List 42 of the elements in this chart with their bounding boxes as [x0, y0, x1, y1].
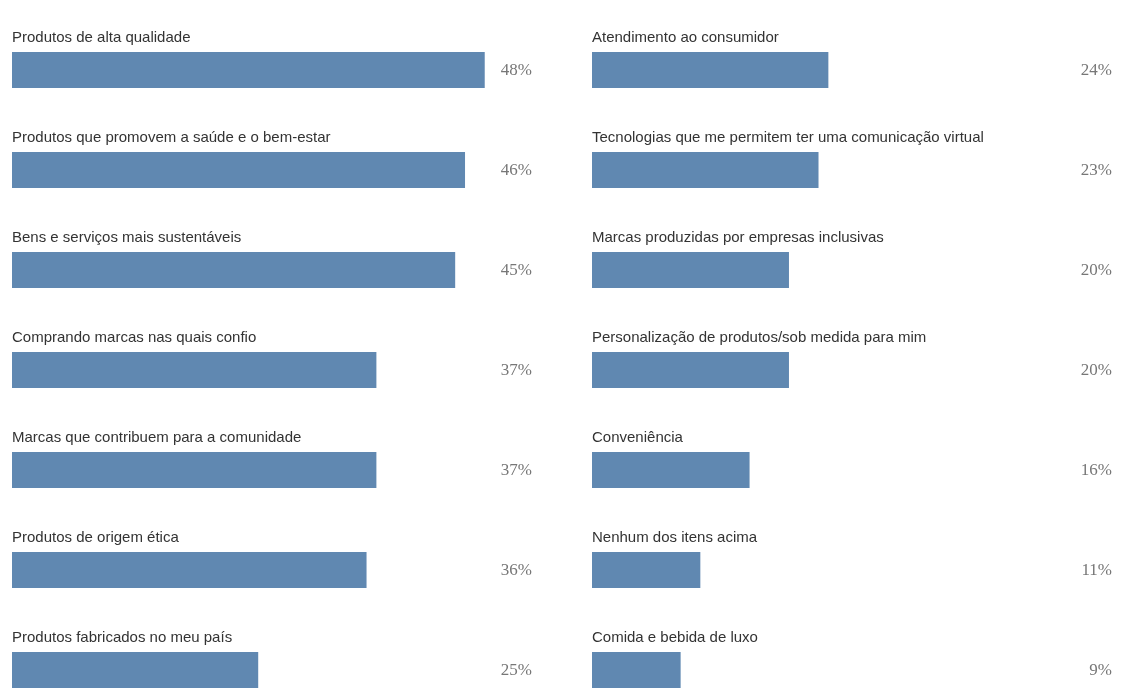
bar	[592, 552, 701, 588]
y-tick-label: Bens e serviços mais sustentáveis	[12, 228, 242, 245]
data-label: 24%	[1080, 60, 1112, 79]
bar	[592, 652, 681, 688]
bar	[12, 652, 259, 688]
data-label: 48%	[500, 60, 532, 79]
data-label: 37%	[500, 460, 532, 479]
y-tick-label: Personalização de produtos/sob medida para mim	[592, 328, 927, 345]
data-label: 16%	[1080, 460, 1112, 479]
bar	[12, 252, 456, 288]
data-label: 20%	[1080, 360, 1112, 379]
y-tick-label: Comprando marcas nas quais confio	[12, 328, 257, 345]
data-label: 23%	[1080, 160, 1112, 179]
y-tick-label: Atendimento ao consumidor	[592, 28, 779, 45]
data-label: 37%	[500, 360, 532, 379]
y-tick-label: Comida e bebida de luxo	[592, 628, 758, 645]
bar	[592, 252, 789, 288]
y-tick-label: Nenhum dos itens acima	[592, 528, 758, 545]
data-label: 46%	[500, 160, 532, 179]
y-tick-label: Marcas produzidas por empresas inclusivas	[592, 228, 884, 245]
bar	[12, 352, 377, 388]
bar	[12, 552, 367, 588]
bar	[592, 352, 789, 388]
y-tick-label: Marcas que contribuem para a comunidade	[12, 428, 302, 445]
bar	[592, 152, 819, 188]
bar	[592, 52, 829, 88]
data-label: 9%	[1089, 660, 1112, 679]
data-label: 11%	[1081, 560, 1112, 579]
data-label: 45%	[500, 260, 532, 279]
data-label: 36%	[500, 560, 532, 579]
y-tick-label: Produtos de origem ética	[12, 528, 180, 545]
bar	[12, 452, 377, 488]
bar	[12, 152, 466, 188]
bar	[592, 452, 750, 488]
y-tick-label: Produtos de alta qualidade	[12, 28, 191, 45]
data-label: 25%	[500, 660, 532, 679]
y-tick-label: Produtos fabricados no meu país	[12, 628, 233, 645]
y-tick-label: Conveniência	[592, 428, 684, 445]
data-label: 20%	[1080, 260, 1112, 279]
y-tick-label: Tecnologias que me permitem ter uma comunicação virtual	[592, 128, 984, 145]
y-tick-label: Produtos que promovem a saúde e o bem-estar	[12, 128, 331, 145]
bar	[12, 52, 485, 88]
